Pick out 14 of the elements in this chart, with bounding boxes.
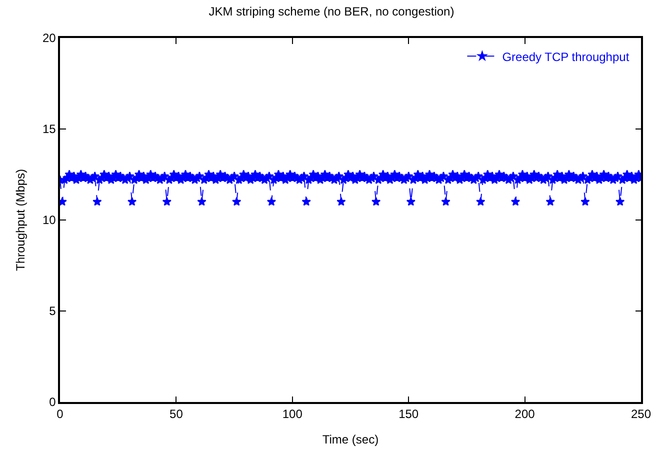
y-tick-label: 5 — [49, 304, 56, 318]
y-tick-label: 0 — [49, 395, 56, 410]
y-tick-label: 10 — [42, 213, 56, 228]
chart-title: JKM striping scheme (no BER, no congestion) — [208, 4, 454, 18]
x-tick-label: 200 — [514, 407, 536, 422]
x-axis-title: Time (sec) — [322, 432, 379, 447]
x-tick-label: 150 — [398, 407, 419, 422]
x-tick-label: 100 — [282, 407, 303, 422]
x-tick-label: 250 — [630, 407, 652, 422]
y-tick-label: 15 — [42, 122, 56, 136]
y-axis-title: Throughput (Mbps) — [13, 168, 28, 272]
legend-label: Greedy TCP throughput — [502, 50, 630, 64]
y-tick-label: 20 — [42, 31, 56, 46]
x-tick-label: 50 — [170, 407, 184, 422]
